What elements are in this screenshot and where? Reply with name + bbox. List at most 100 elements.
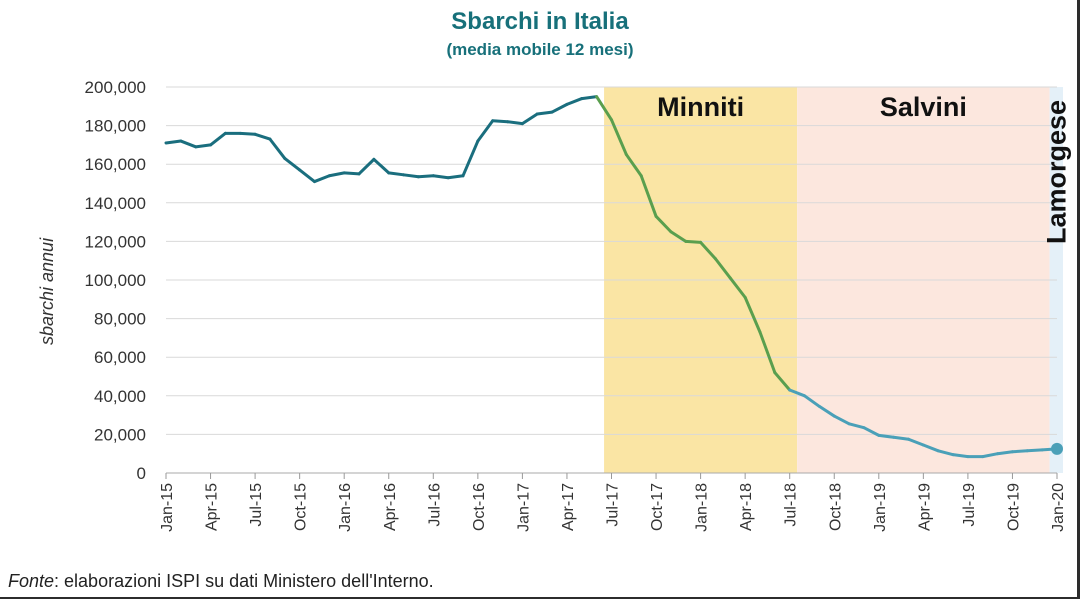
x-tick-label: Jan-19	[872, 483, 889, 532]
series-segment	[921, 443, 940, 453]
series-segment	[327, 171, 346, 178]
x-tick-label: Apr-17	[560, 483, 577, 531]
series-segment	[164, 139, 183, 145]
series-segment	[446, 174, 465, 180]
series-segment	[892, 435, 910, 441]
series-segment	[535, 110, 554, 116]
y-tick-label: 180,000	[85, 117, 146, 136]
series-segment	[565, 97, 584, 106]
series-segment	[1010, 449, 1029, 454]
series-segment	[342, 171, 361, 176]
series-segment	[283, 156, 302, 172]
x-tick-label: Oct-17	[649, 483, 666, 531]
x-tick-label: Oct-19	[1005, 483, 1022, 531]
series-segment	[788, 388, 807, 398]
series-segment	[387, 171, 406, 177]
series-segment	[372, 157, 391, 175]
y-tick-label: 60,000	[94, 348, 146, 367]
series-segment	[298, 168, 316, 184]
series-segment	[461, 139, 480, 178]
series-segment	[847, 422, 866, 430]
series-segment	[669, 230, 688, 243]
y-tick-label: 120,000	[85, 232, 146, 251]
series-segment	[981, 452, 1000, 459]
period-label-salvini: Salvini	[880, 92, 967, 122]
x-tick-label: Jul-18	[783, 483, 800, 527]
y-tick-label: 40,000	[94, 387, 146, 406]
series-segment	[758, 330, 777, 375]
series-segment	[179, 139, 198, 149]
series-segment	[817, 404, 836, 418]
series-segment	[520, 112, 539, 126]
series-segment	[431, 174, 450, 180]
x-tick-label: Jan-16	[337, 483, 354, 532]
series-segment	[416, 174, 435, 179]
chart-title: Sbarchi in Italia	[451, 8, 629, 35]
series-segment	[832, 414, 851, 426]
x-tick-label: Jan-15	[159, 483, 176, 532]
y-tick-label: 160,000	[85, 155, 146, 174]
series-segment	[313, 174, 331, 184]
period-label-minniti: Minniti	[657, 92, 744, 122]
period-label-lamorgese: Lamorgese	[1041, 100, 1071, 244]
y-tick-label: 140,000	[85, 194, 146, 213]
y-tick-label: 100,000	[85, 271, 146, 290]
chart-subtitle: (media mobile 12 mesi)	[446, 40, 634, 59]
series-segment	[996, 450, 1014, 456]
x-tick-label: Apr-18	[738, 483, 755, 531]
series-segment	[595, 95, 613, 122]
series-segment	[209, 131, 227, 147]
series-segment	[713, 257, 732, 280]
series-segment	[253, 132, 272, 141]
x-tick-label: Jan-20	[1050, 483, 1067, 532]
series-segment	[907, 437, 925, 447]
series-segment	[936, 449, 955, 457]
x-tick-label: Apr-15	[204, 483, 221, 531]
source-text: : elaborazioni ISPI su dati Ministero de…	[54, 571, 434, 591]
x-tick-label: Jul-16	[426, 483, 443, 527]
series-segment	[951, 453, 970, 459]
series-segment	[268, 137, 287, 160]
series-segment	[803, 394, 821, 408]
y-tick-label: 20,000	[94, 425, 146, 444]
series-segment	[550, 102, 569, 114]
x-tick-label: Jul-17	[605, 483, 622, 527]
series-segment	[402, 173, 420, 179]
series-segment	[743, 295, 762, 334]
series-segment	[580, 95, 599, 101]
series-segment	[624, 153, 643, 178]
series-segment	[684, 239, 703, 244]
series-segment	[699, 240, 717, 261]
x-tick-label: Apr-19	[916, 483, 933, 531]
series-segment	[728, 276, 747, 299]
series-segment	[194, 143, 213, 149]
series-segment	[862, 426, 881, 437]
y-tick-label: 0	[137, 464, 146, 483]
series-segment	[357, 157, 376, 176]
y-tick-label: 200,000	[85, 78, 146, 97]
series-segment	[610, 118, 628, 157]
x-tick-label: Jan-17	[515, 483, 532, 532]
series-segment	[506, 120, 524, 126]
series-segment	[491, 119, 510, 124]
end-point-marker	[1051, 442, 1063, 455]
series-segment	[476, 119, 495, 143]
series-segment	[877, 433, 896, 439]
series-segment	[1025, 448, 1044, 453]
series-segment	[238, 131, 257, 136]
x-tick-label: Jan-18	[694, 483, 711, 532]
series-segment	[773, 371, 792, 392]
x-tick-label: Jul-15	[248, 483, 265, 527]
x-tick-label: Jul-19	[961, 483, 978, 527]
series-segment	[639, 174, 658, 218]
x-tick-label: Oct-16	[471, 483, 488, 531]
x-tick-label: Apr-16	[382, 483, 399, 531]
source-label: Fonte	[8, 571, 55, 591]
source-note: Fonte: elaborazioni ISPI su dati Ministe…	[8, 571, 434, 592]
y-tick-label: 80,000	[94, 310, 146, 329]
series-segment	[654, 214, 673, 234]
x-tick-label: Oct-18	[827, 483, 844, 531]
x-tick-label: Oct-15	[293, 483, 310, 531]
